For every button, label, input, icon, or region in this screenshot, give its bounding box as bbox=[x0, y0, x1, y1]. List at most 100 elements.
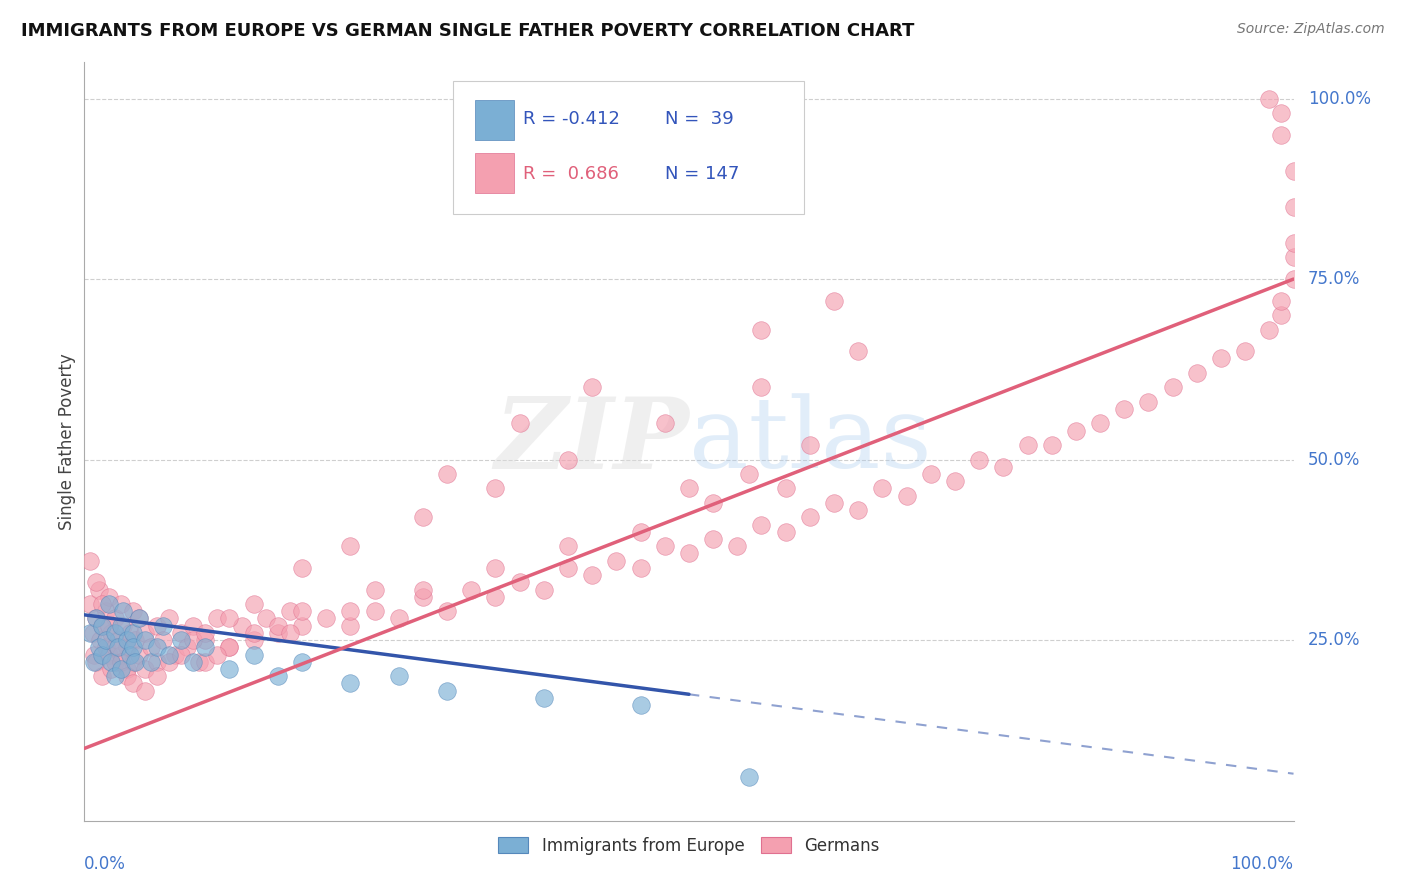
Point bbox=[97, 597, 120, 611]
Point bbox=[751, 323, 773, 337]
Point bbox=[83, 655, 105, 669]
Point bbox=[1017, 438, 1039, 452]
Point bbox=[89, 633, 111, 648]
Point bbox=[87, 640, 110, 655]
Point bbox=[170, 633, 193, 648]
Point bbox=[605, 554, 627, 568]
Point bbox=[146, 640, 169, 655]
Point bbox=[152, 633, 174, 648]
Point bbox=[557, 452, 579, 467]
Point bbox=[100, 655, 122, 669]
Point bbox=[91, 648, 114, 662]
Point bbox=[1234, 344, 1257, 359]
Point bbox=[291, 561, 314, 575]
Point bbox=[115, 662, 138, 676]
Text: IMMIGRANTS FROM EUROPE VS GERMAN SINGLE FATHER POVERTY CORRELATION CHART: IMMIGRANTS FROM EUROPE VS GERMAN SINGLE … bbox=[21, 22, 914, 40]
Point bbox=[1282, 272, 1305, 286]
Point bbox=[86, 611, 108, 625]
Point bbox=[775, 524, 797, 539]
Point bbox=[484, 590, 506, 604]
FancyBboxPatch shape bbox=[475, 153, 513, 193]
Point bbox=[104, 626, 127, 640]
Point bbox=[678, 546, 700, 560]
Point bbox=[110, 648, 132, 662]
Point bbox=[218, 640, 240, 655]
Point bbox=[738, 770, 761, 784]
Point bbox=[1040, 438, 1063, 452]
Point bbox=[1088, 417, 1111, 431]
Point bbox=[823, 293, 845, 308]
Text: R =  0.686: R = 0.686 bbox=[523, 165, 619, 183]
Point bbox=[751, 380, 773, 394]
Point bbox=[436, 604, 458, 618]
Point bbox=[363, 604, 385, 618]
Point bbox=[91, 618, 114, 632]
Point bbox=[115, 640, 138, 655]
Point bbox=[654, 417, 676, 431]
Point bbox=[218, 611, 240, 625]
Point bbox=[920, 467, 942, 481]
Point bbox=[1282, 235, 1305, 250]
Point bbox=[363, 582, 385, 597]
Point bbox=[104, 669, 127, 683]
Point bbox=[267, 618, 290, 632]
Point bbox=[134, 662, 156, 676]
Point bbox=[91, 597, 114, 611]
Point bbox=[94, 640, 117, 655]
Point bbox=[846, 503, 869, 517]
Point bbox=[484, 482, 506, 496]
Point bbox=[1270, 128, 1292, 142]
Point bbox=[139, 655, 162, 669]
Point bbox=[107, 640, 129, 655]
Text: R = -0.412: R = -0.412 bbox=[523, 111, 620, 128]
Point bbox=[581, 568, 603, 582]
Text: ZIP: ZIP bbox=[494, 393, 689, 490]
Point bbox=[112, 618, 135, 632]
Point bbox=[339, 539, 361, 553]
Point bbox=[86, 655, 108, 669]
Point bbox=[1209, 351, 1232, 366]
Point bbox=[436, 683, 458, 698]
Point bbox=[267, 669, 290, 683]
Point bbox=[291, 618, 314, 632]
Point bbox=[291, 604, 314, 618]
Point bbox=[339, 604, 361, 618]
Point bbox=[267, 626, 290, 640]
Point bbox=[112, 604, 135, 618]
Point bbox=[79, 554, 101, 568]
Point bbox=[181, 633, 204, 648]
Point bbox=[1161, 380, 1184, 394]
Point bbox=[738, 467, 761, 481]
Point bbox=[79, 597, 101, 611]
Point bbox=[121, 655, 143, 669]
Point bbox=[339, 676, 361, 690]
Point bbox=[1270, 293, 1292, 308]
Point bbox=[194, 655, 217, 669]
Point bbox=[315, 611, 337, 625]
Text: 50.0%: 50.0% bbox=[1308, 450, 1361, 468]
Point bbox=[993, 459, 1015, 474]
Point bbox=[654, 539, 676, 553]
Point bbox=[110, 655, 132, 669]
Point bbox=[630, 698, 652, 712]
Point bbox=[120, 648, 142, 662]
Point bbox=[278, 626, 301, 640]
Point bbox=[967, 452, 990, 467]
Point bbox=[157, 655, 180, 669]
Point bbox=[152, 618, 174, 632]
Text: atlas: atlas bbox=[689, 393, 932, 490]
Point bbox=[91, 669, 114, 683]
Point bbox=[509, 575, 531, 590]
Point bbox=[134, 626, 156, 640]
Point bbox=[194, 640, 217, 655]
Text: 100.0%: 100.0% bbox=[1308, 89, 1371, 108]
Point bbox=[533, 582, 555, 597]
Point bbox=[278, 604, 301, 618]
Point bbox=[678, 482, 700, 496]
Point bbox=[1270, 308, 1292, 322]
Point bbox=[509, 417, 531, 431]
Point bbox=[725, 539, 748, 553]
Point bbox=[120, 626, 142, 640]
Point bbox=[121, 626, 143, 640]
Point bbox=[115, 669, 138, 683]
